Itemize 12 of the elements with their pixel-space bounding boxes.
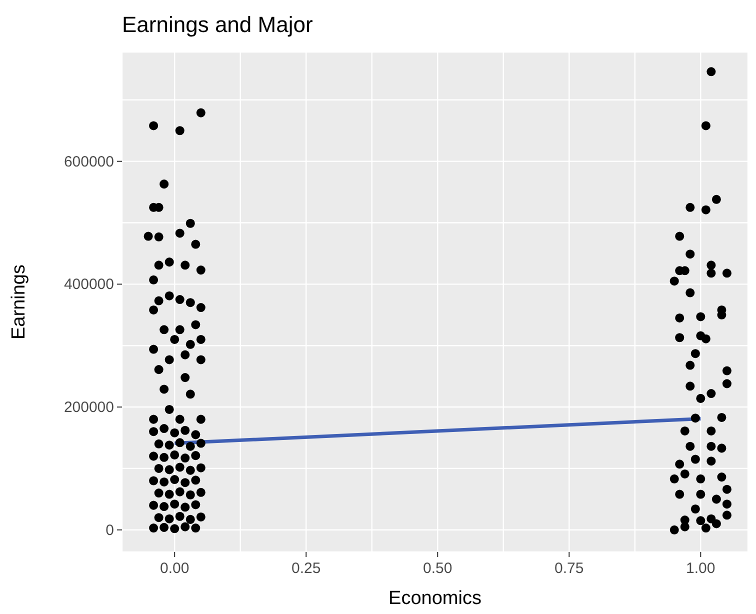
x-tick-label: 0.50 xyxy=(423,560,452,577)
x-tick-label: 0.25 xyxy=(292,560,321,577)
y-tick-label: 600000 xyxy=(64,153,114,170)
y-axis-title: Earnings xyxy=(8,264,30,340)
x-tick-label: 1.00 xyxy=(686,560,716,577)
x-tick-label: 0.00 xyxy=(160,560,190,577)
y-tick-label: 200000 xyxy=(64,399,114,416)
y-tick-label: 400000 xyxy=(64,276,114,294)
x-axis-title: Economics xyxy=(388,588,482,609)
chart-title: Earnings and Major xyxy=(122,11,314,39)
x-tick-label: 0.75 xyxy=(554,560,584,577)
y-tick-label: 0 xyxy=(106,522,114,539)
